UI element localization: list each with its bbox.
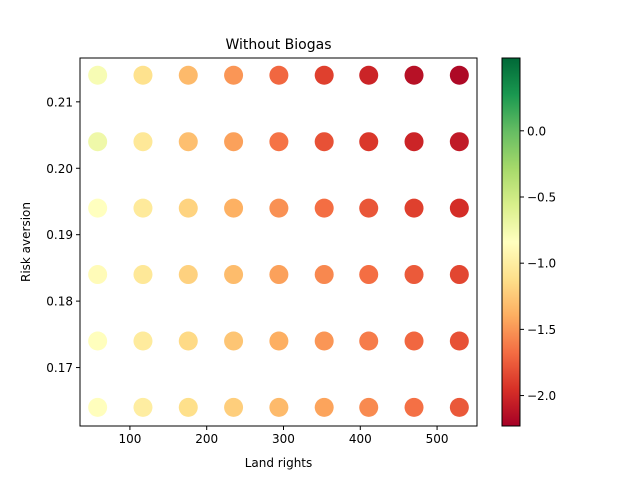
y-tick-label: 0.19 [46, 228, 73, 242]
data-point [449, 198, 469, 218]
data-point [88, 265, 108, 285]
x-axis-ticks: 100 200 300 400 500 [118, 426, 449, 446]
data-point [88, 132, 108, 152]
x-tick-label: 500 [426, 432, 449, 446]
colorbar-tick-label: −0.5 [527, 190, 556, 204]
data-point [404, 132, 424, 152]
colorbar-tick-label: −2.0 [527, 389, 556, 403]
data-point [224, 132, 244, 152]
data-point [133, 132, 153, 152]
data-point [133, 265, 153, 285]
data-point [314, 397, 334, 417]
data-point [314, 265, 334, 285]
colorbar-tick-label: −1.5 [527, 323, 556, 337]
data-point [88, 331, 108, 351]
data-point [269, 331, 289, 351]
data-point [449, 331, 469, 351]
data-point [178, 198, 198, 218]
data-point [449, 132, 469, 152]
y-axis-ticks: 0.17 0.18 0.19 0.20 0.21 [46, 95, 80, 375]
x-axis-label: Land rights [245, 456, 313, 470]
x-tick-label: 400 [349, 432, 372, 446]
data-point [359, 265, 379, 285]
data-point [404, 198, 424, 218]
data-point [88, 198, 108, 218]
data-point [224, 265, 244, 285]
data-point [404, 265, 424, 285]
data-point [178, 331, 198, 351]
data-point [359, 397, 379, 417]
y-tick-label: 0.17 [46, 361, 73, 375]
data-points [88, 65, 469, 417]
data-point [133, 65, 153, 85]
data-point [314, 331, 334, 351]
data-point [269, 65, 289, 85]
data-point [133, 331, 153, 351]
data-point [269, 132, 289, 152]
data-point [178, 265, 198, 285]
data-point [449, 65, 469, 85]
data-point [359, 132, 379, 152]
chart-title: Without Biogas [226, 37, 332, 53]
data-point [359, 331, 379, 351]
colorbar-ticks: −2.0 −1.5 −1.0 −0.5 0.0 [520, 124, 556, 403]
data-point [133, 397, 153, 417]
data-point [314, 65, 334, 85]
data-point [404, 397, 424, 417]
data-point [224, 331, 244, 351]
colorbar-tick-label: 0.0 [527, 124, 546, 138]
x-tick-label: 200 [195, 432, 218, 446]
data-point [224, 65, 244, 85]
y-axis-label: Risk aversion [19, 202, 33, 282]
data-point [449, 397, 469, 417]
data-point [314, 132, 334, 152]
data-point [133, 198, 153, 218]
x-tick-label: 300 [272, 432, 295, 446]
data-point [314, 198, 334, 218]
data-point [269, 397, 289, 417]
data-point [224, 198, 244, 218]
plot-frame [79, 57, 478, 427]
data-point [178, 397, 198, 417]
data-point [178, 132, 198, 152]
y-tick-label: 0.18 [46, 295, 73, 309]
data-point [224, 397, 244, 417]
data-point [269, 265, 289, 285]
y-tick-label: 0.21 [46, 95, 73, 109]
data-point [359, 198, 379, 218]
data-point [178, 65, 198, 85]
y-tick-label: 0.20 [46, 162, 73, 176]
data-point [449, 265, 469, 285]
x-tick-label: 100 [118, 432, 141, 446]
data-point [404, 65, 424, 85]
data-point [404, 331, 424, 351]
data-point [88, 397, 108, 417]
colorbar-tick-label: −1.0 [527, 257, 556, 271]
data-point [88, 65, 108, 85]
data-point [269, 198, 289, 218]
colorbar [501, 57, 521, 427]
data-point [359, 65, 379, 85]
